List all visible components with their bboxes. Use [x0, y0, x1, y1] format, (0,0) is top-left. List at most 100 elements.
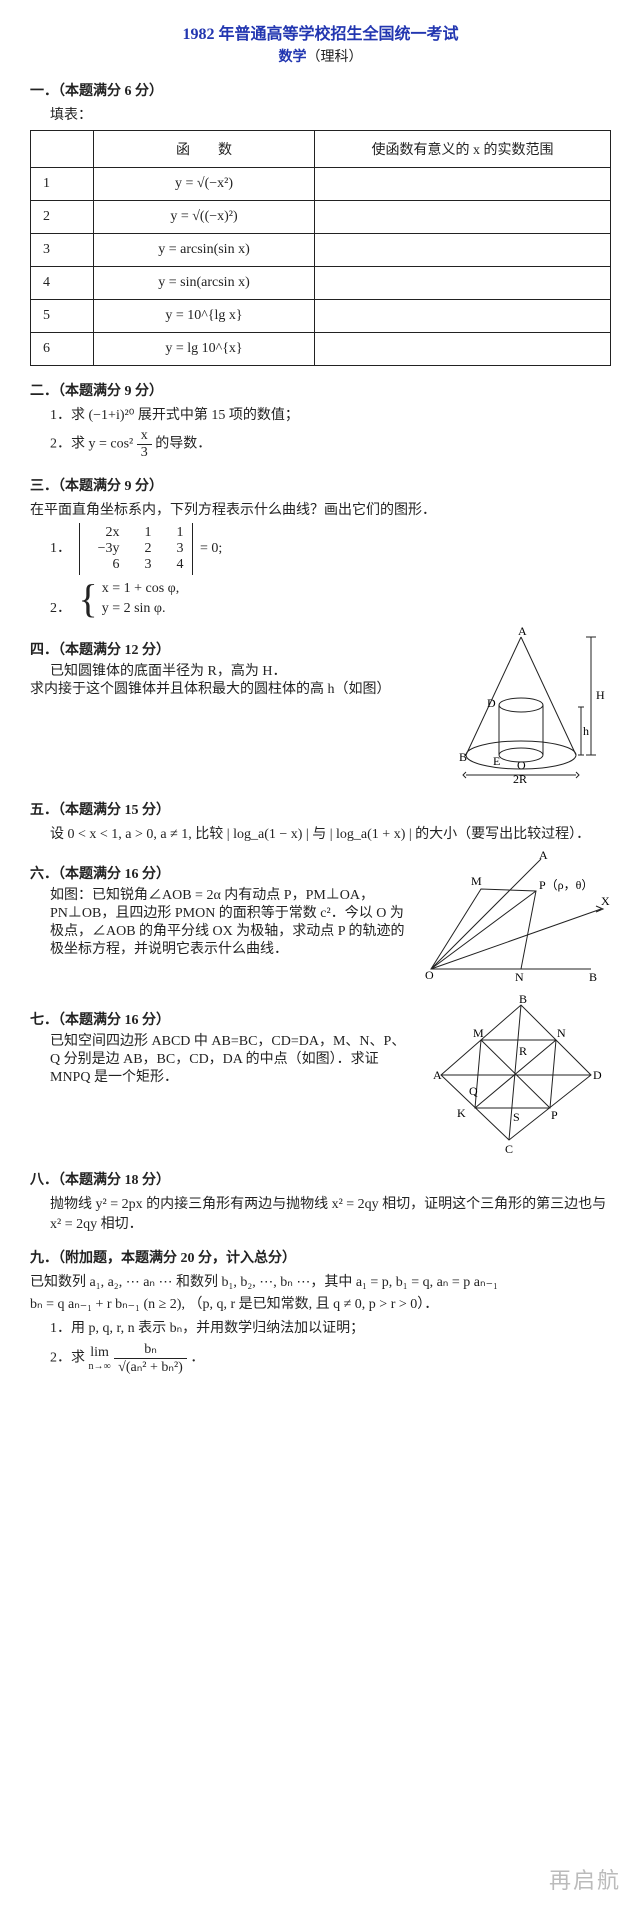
determinant: 2x11 −3y23 634	[79, 523, 193, 575]
q3-item2-label: 2．	[50, 601, 71, 616]
label-O: O	[517, 758, 526, 772]
q3-item1-eq: = 0;	[200, 541, 222, 556]
label-D: D	[487, 696, 496, 710]
label-O: O	[425, 968, 434, 982]
q9-den: √(aₙ² + bₙ²)	[114, 1359, 187, 1376]
label-A: A	[539, 849, 548, 862]
label-N: N	[557, 1026, 566, 1040]
row-range	[315, 333, 611, 366]
row-range	[315, 300, 611, 333]
label-M: M	[473, 1026, 484, 1040]
row-fn: y = sin(arcsin x)	[94, 267, 315, 300]
label-P: P	[551, 1108, 558, 1122]
label-H: H	[596, 688, 605, 702]
det-cell: 1	[152, 525, 184, 541]
table-row: 6y = lg 10^{x}	[31, 333, 611, 366]
label-A: A	[518, 625, 527, 638]
row-fn: y = lg 10^{x}	[94, 333, 315, 366]
label-E: E	[493, 754, 500, 768]
q6-head: 六．（本题满分 16 分）	[30, 863, 411, 883]
row-idx: 4	[31, 267, 94, 300]
label-h: h	[583, 724, 589, 738]
q9-line1: 已知数列 a₁, a₂, ⋯ aₙ ⋯ 和数列 b₁, b₂, ⋯, bₙ ⋯，…	[30, 1271, 611, 1291]
q1-table: 函 数 使函数有意义的 x 的实数范围 1y = √(−x²) 2y = √((…	[30, 130, 611, 366]
q6-figure: O A B M N X P（ρ，θ）	[421, 849, 611, 989]
row-idx: 5	[31, 300, 94, 333]
row-fn: y = √((−x)²)	[94, 201, 315, 234]
label-2R: 2R	[513, 772, 527, 785]
q9-limsub: n→∞	[89, 1361, 111, 1372]
q8-head: 八．（本题满分 18 分）	[30, 1169, 611, 1189]
row-fn: y = 10^{lg x}	[94, 300, 315, 333]
label-P: P（ρ，θ）	[539, 878, 593, 892]
q3-sys-line1: x = 1 + cos φ,	[102, 579, 180, 599]
q3-head: 三．（本题满分 9 分）	[30, 475, 611, 495]
row-idx: 3	[31, 234, 94, 267]
label-X: X	[601, 894, 610, 908]
exam-title: 1982 年普通高等学校招生全国统一考试	[30, 20, 611, 44]
q2-item2-pre: 2．求 y = cos²	[50, 437, 137, 452]
det-cell: −3y	[88, 541, 120, 557]
table-row: 2y = √((−x)²)	[31, 201, 611, 234]
row-fn: y = √(−x²)	[94, 168, 315, 201]
q7-text: 已知空间四边形 ABCD 中 AB=BC，CD=DA，M、N、P、Q 分别是边 …	[50, 1033, 411, 1087]
det-cell: 2x	[88, 525, 120, 541]
label-R: R	[519, 1044, 527, 1058]
det-cell: 6	[88, 557, 120, 573]
row-idx: 1	[31, 168, 94, 201]
q3-item1-label: 1．	[50, 541, 71, 556]
q4-head: 四．（本题满分 12 分）	[30, 639, 441, 659]
row-idx: 6	[31, 333, 94, 366]
col-range: 使函数有意义的 x 的实数范围	[315, 131, 611, 168]
q9-head: 九．（附加题，本题满分 20 分，计入总分）	[30, 1247, 611, 1267]
exam-subtitle: 数学（理科）	[30, 46, 611, 66]
q4-figure: A D B E O H h 2R	[451, 625, 611, 785]
q9-lim: lim	[89, 1345, 111, 1361]
q4-line1: 已知圆锥体的底面半径为 R，高为 H．	[50, 663, 441, 681]
q6-text: 如图：已知锐角∠AOB = 2α 内有动点 P，PM⊥OA，PN⊥OB，且四边形…	[50, 887, 411, 959]
q2-item2: 2．求 y = cos² x 3 的导数．	[50, 428, 611, 461]
label-S: S	[513, 1110, 520, 1124]
row-range	[315, 168, 611, 201]
q5-text: 设 0 < x < 1, a > 0, a ≠ 1, 比较 | log_a(1 …	[50, 823, 611, 843]
q9-line2: bₙ = q aₙ₋₁ + r bₙ₋₁ (n ≥ 2), （p, q, r 是…	[30, 1293, 611, 1313]
row-idx: 2	[31, 201, 94, 234]
q3-item2: 2． { x = 1 + cos φ, y = 2 sin φ.	[50, 579, 611, 619]
col-idx	[31, 131, 94, 168]
q9-num: bₙ	[114, 1341, 187, 1359]
q3-sys-line2: y = 2 sin φ.	[102, 599, 180, 619]
label-K: K	[457, 1106, 466, 1120]
q2-frac-den: 3	[137, 445, 152, 461]
left-brace-icon: {	[79, 579, 98, 619]
watermark: 再启航	[549, 1863, 621, 1895]
table-row: 4y = sin(arcsin x)	[31, 267, 611, 300]
label-Q: Q	[469, 1084, 478, 1098]
q2-item1: 1．求 (−1+i)²⁰ 展开式中第 15 项的数值；	[50, 404, 611, 424]
row-range	[315, 267, 611, 300]
q9-item2: 2．求 lim n→∞ bₙ √(aₙ² + bₙ²) ．	[50, 1341, 611, 1376]
row-range	[315, 234, 611, 267]
track: （理科）	[307, 50, 363, 65]
q9-item1: 1．用 p, q, r, n 表示 bₙ，并用数学归纳法加以证明；	[50, 1317, 611, 1337]
col-function: 函 数	[94, 131, 315, 168]
det-cell: 1	[120, 525, 152, 541]
q8-text: 抛物线 y² = 2px 的内接三角形有两边与抛物线 x² = 2qy 相切，证…	[50, 1193, 611, 1233]
q1-instruction: 填表：	[50, 104, 611, 124]
q9-frac: bₙ √(aₙ² + bₙ²)	[114, 1341, 187, 1376]
det-cell: 3	[120, 557, 152, 573]
label-B: B	[459, 750, 467, 764]
q9-item2-post: ．	[190, 1351, 204, 1366]
label-C: C	[505, 1142, 513, 1155]
q7-head: 七．（本题满分 16 分）	[30, 1009, 411, 1029]
q5-head: 五．（本题满分 15 分）	[30, 799, 611, 819]
table-row: 5y = 10^{lg x}	[31, 300, 611, 333]
det-cell: 2	[120, 541, 152, 557]
label-M: M	[471, 874, 482, 888]
q1-head: 一．（本题满分 6 分）	[30, 80, 611, 100]
row-fn: y = arcsin(sin x)	[94, 234, 315, 267]
q2-frac-num: x	[137, 428, 152, 445]
label-N: N	[515, 970, 524, 984]
row-range	[315, 201, 611, 234]
table-row: 3y = arcsin(sin x)	[31, 234, 611, 267]
q4-line2: 求内接于这个圆锥体并且体积最大的圆柱体的高 h（如图）	[30, 681, 441, 699]
